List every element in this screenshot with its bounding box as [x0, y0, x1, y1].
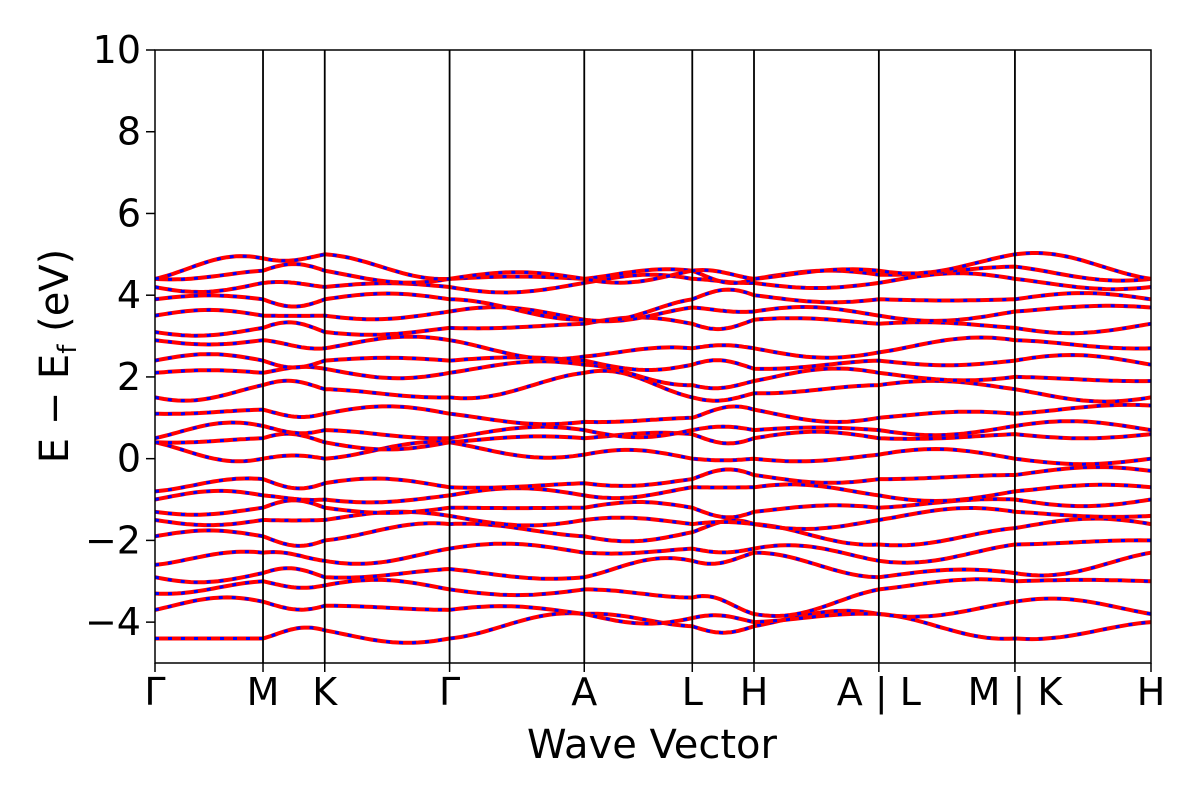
- plot-frame: [154, 49, 1152, 664]
- band-line-spin-up: [154, 516, 1152, 548]
- high-symmetry-lines: [262, 50, 1016, 663]
- band-line-spin-up: [155, 608, 1152, 645]
- band-line-spin-up: [154, 287, 1152, 323]
- band-line-spin-up: [154, 251, 1152, 285]
- band-line-spin-down: [154, 369, 1152, 404]
- band-line-spin-down: [154, 482, 1152, 504]
- y-axis-title-unit: (eV): [32, 249, 78, 345]
- band-line-spin-up: [154, 538, 1151, 567]
- x-tick-label: M: [247, 670, 280, 714]
- x-tick-label: Γ: [439, 670, 460, 714]
- band-line-spin-up: [154, 577, 1152, 619]
- x-tick-label: A: [571, 670, 597, 714]
- y-tick-label: −2: [85, 518, 141, 562]
- y-tick-label: 4: [117, 273, 141, 317]
- band-line-spin-up: [154, 315, 1152, 338]
- band-line-spin-up: [154, 595, 1152, 626]
- y-tick-label: 6: [117, 191, 141, 235]
- y-tick-label: 0: [117, 437, 141, 481]
- x-tick-label: H: [1137, 670, 1166, 714]
- y-tick-label: 10: [93, 28, 141, 72]
- x-tick-label: K: [312, 670, 338, 714]
- y-axis-title-subscript: f: [53, 344, 83, 354]
- x-tick-label: H: [740, 670, 769, 714]
- band-line-spin-down: [154, 517, 1152, 548]
- band-line-spin-up: [154, 464, 1152, 494]
- x-tick-label: A | L: [837, 670, 921, 715]
- band-line-spin-up: [154, 506, 1152, 532]
- band-line-spin-up: [154, 271, 1152, 295]
- y-tick-label: −4: [85, 600, 141, 644]
- y-axis-title-main: E − E: [32, 354, 78, 464]
- band-line-spin-up: [154, 334, 1152, 361]
- x-tick-label: L: [682, 670, 703, 714]
- band-line-spin-down: [154, 506, 1152, 531]
- band-line-spin-up: [154, 419, 1152, 441]
- y-tick-label: 8: [117, 110, 141, 154]
- band-line-spin-up: [154, 402, 1152, 427]
- band-line-spin-up: [154, 550, 1152, 585]
- x-tick-label: Γ: [144, 670, 165, 714]
- x-tick-label: M | K: [968, 670, 1064, 715]
- band-line-spin-down: [154, 271, 1152, 295]
- y-axis-title: E − Ef (eV): [32, 249, 83, 464]
- y-axis-ticks: −4 −2 0 2 4 6 8 10: [85, 28, 155, 644]
- x-axis-title: Wave Vector: [527, 722, 778, 768]
- band-line-spin-up: [154, 352, 1152, 372]
- band-line-spin-up: [154, 439, 1152, 467]
- y-tick-label: 2: [117, 355, 141, 399]
- band-lines: [154, 251, 1152, 645]
- band-line-spin-up: [154, 303, 1152, 324]
